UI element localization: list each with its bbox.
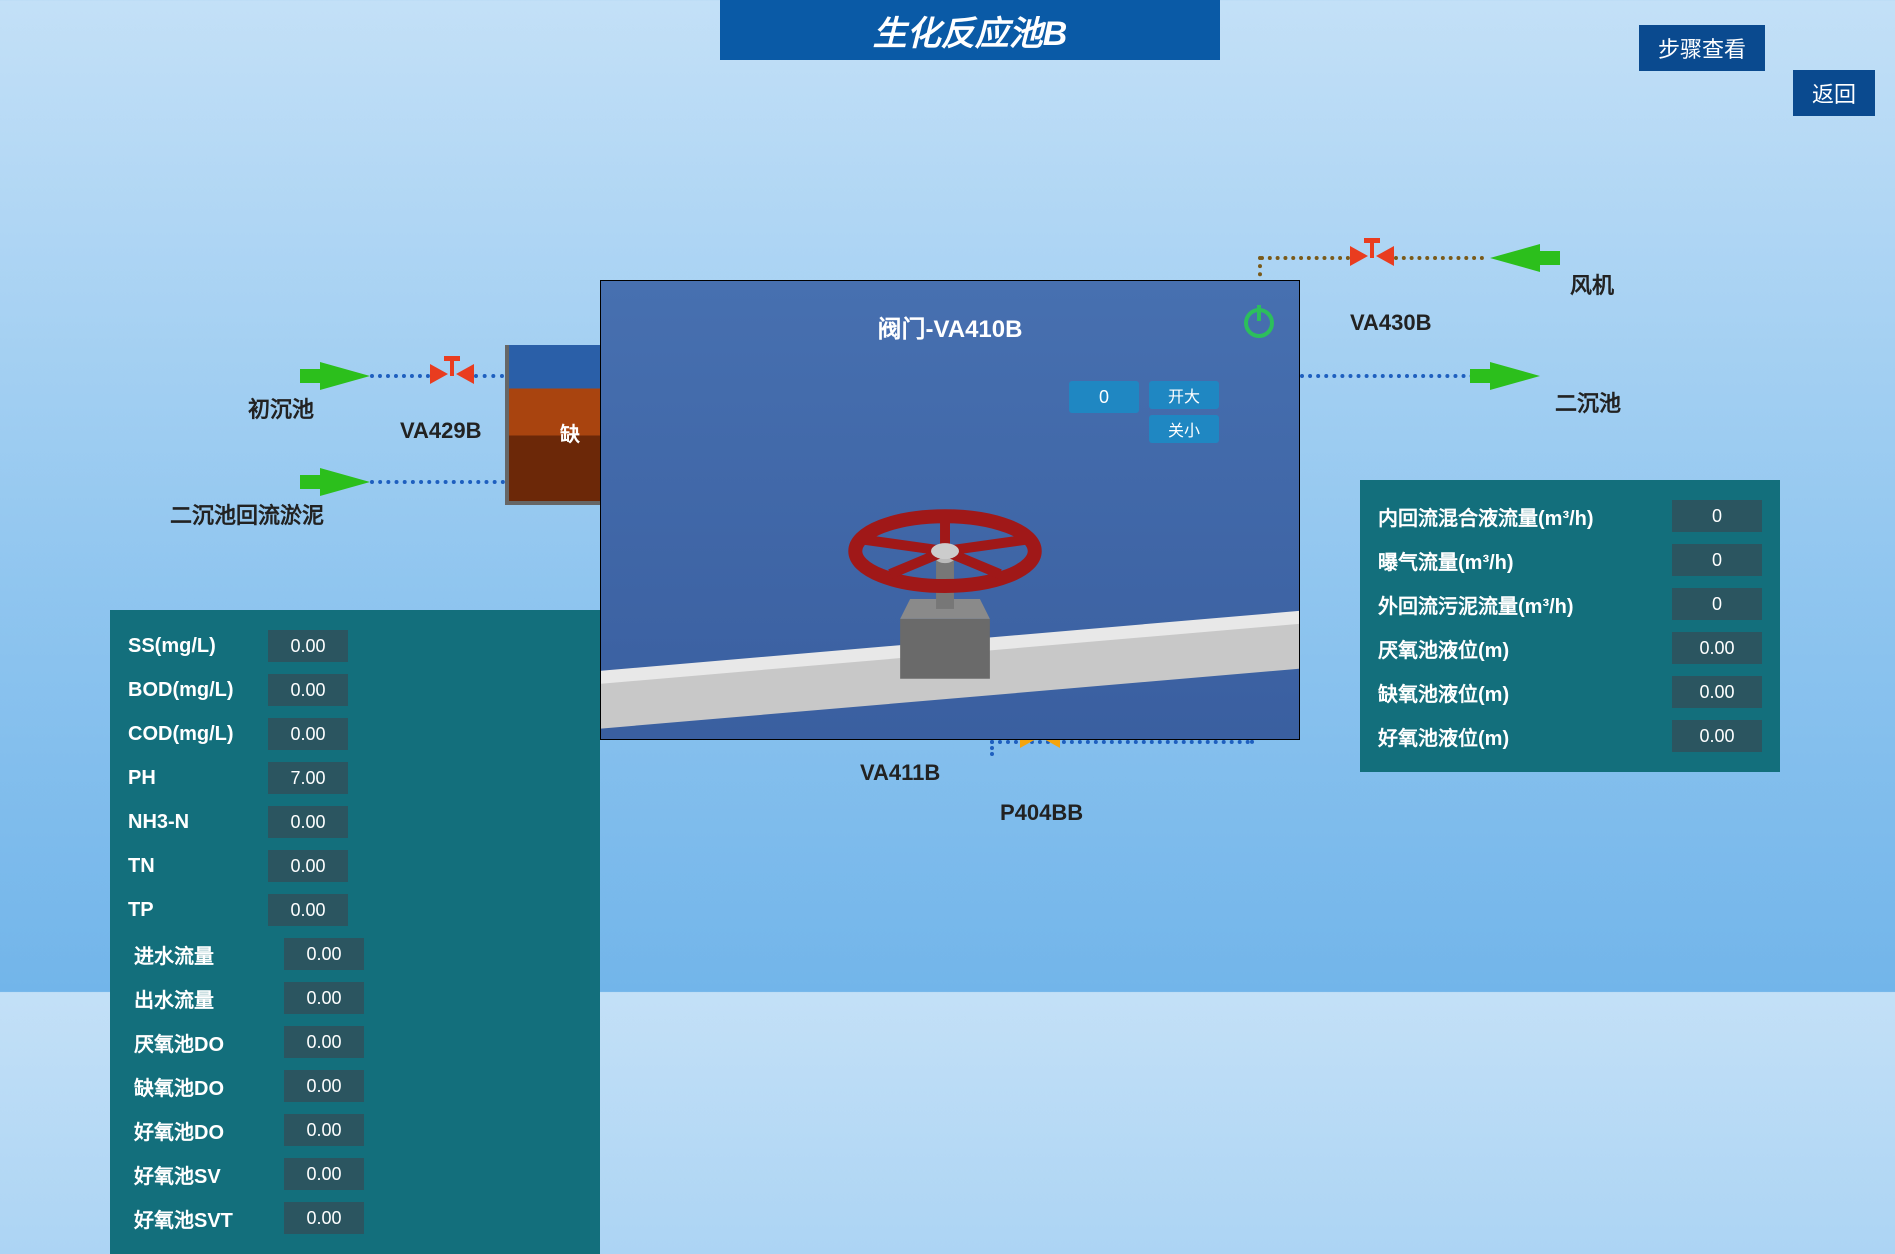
label-outlet: 二沉池 <box>1555 386 1621 418</box>
data-row: 缺氧池液位(m)0.00 <box>1378 670 1762 714</box>
arrow-inlet <box>320 362 370 390</box>
data-row: TP0.00 <box>128 888 348 932</box>
label-sludge: 二沉池回流淤泥 <box>170 498 324 530</box>
data-row: 厌氧池液位(m)0.00 <box>1378 626 1762 670</box>
param-label: 曝气流量(m³/h) <box>1378 546 1672 575</box>
param-value: 0.00 <box>1672 632 1762 664</box>
back-button[interactable]: 返回 <box>1793 70 1875 116</box>
data-row: 内回流混合液流量(m³/h)0 <box>1378 494 1762 538</box>
param-label: NH3-N <box>128 811 268 834</box>
param-value: 7.00 <box>268 762 348 794</box>
label-va429b: VA429B <box>400 418 482 444</box>
param-label: 好氧池液位(m) <box>1378 722 1672 751</box>
modal-title: 阀门-VA410B <box>601 309 1299 344</box>
param-value: 0.00 <box>268 850 348 882</box>
data-row: PH7.00 <box>128 756 348 800</box>
param-label: 进水流量 <box>134 940 284 969</box>
param-value: 0.00 <box>1672 720 1762 752</box>
param-value: 0.00 <box>268 806 348 838</box>
arrow-sludge <box>320 468 370 496</box>
tank <box>505 345 605 505</box>
param-value: 0.00 <box>284 1202 364 1234</box>
param-label: 外回流污泥流量(m³/h) <box>1378 590 1672 619</box>
data-row: 好氧池液位(m)0.00 <box>1378 714 1762 758</box>
pipe <box>474 374 504 378</box>
param-value: 0.00 <box>268 718 348 750</box>
modal-controls: 0 开大 关小 <box>1069 381 1219 443</box>
param-value: 0.00 <box>284 1158 364 1190</box>
param-label: 缺氧池DO <box>134 1072 284 1101</box>
pipe <box>370 374 430 378</box>
data-row: 好氧池DO0.00 <box>134 1108 364 1152</box>
pipe <box>370 480 505 484</box>
label-inlet: 初沉池 <box>248 392 314 424</box>
data-row: 好氧池SVT0.00 <box>134 1196 364 1240</box>
data-row: 好氧池SV0.00 <box>134 1152 364 1196</box>
data-row: 外回流污泥流量(m³/h)0 <box>1378 582 1762 626</box>
power-icon[interactable] <box>1239 301 1279 341</box>
param-value: 0 <box>1672 544 1762 576</box>
data-row: 出水流量0.00 <box>134 976 364 1020</box>
param-value: 0.00 <box>268 630 348 662</box>
param-label: 好氧池DO <box>134 1116 284 1145</box>
data-row: 进水流量0.00 <box>134 932 364 976</box>
valve-va430b-icon[interactable] <box>1350 238 1394 274</box>
open-valve-button[interactable]: 开大 <box>1149 381 1219 409</box>
param-label: 厌氧池DO <box>134 1028 284 1057</box>
param-value: 0.00 <box>284 1026 364 1058</box>
arrow-outlet <box>1490 362 1540 390</box>
param-value: 0.00 <box>268 894 348 926</box>
valve-modal: 阀门-VA410B 0 开大 关小 <box>600 280 1300 740</box>
param-value: 0.00 <box>1672 676 1762 708</box>
data-row: 缺氧池DO0.00 <box>134 1064 364 1108</box>
pipe <box>1300 374 1490 378</box>
param-value: 0 <box>1672 500 1762 532</box>
param-value: 0 <box>1672 588 1762 620</box>
param-label: 好氧池SVT <box>134 1204 284 1233</box>
data-row: COD(mg/L)0.00 <box>128 712 348 756</box>
label-fan: 风机 <box>1570 268 1614 300</box>
param-value: 0.00 <box>268 674 348 706</box>
param-label: TP <box>128 899 268 922</box>
param-label: 出水流量 <box>134 984 284 1013</box>
page-title: 生化反应池B <box>873 6 1068 55</box>
pipe-air <box>1394 256 1484 260</box>
valve-3d-icon <box>601 439 1299 739</box>
data-row: NH3-N0.00 <box>128 800 348 844</box>
steps-button[interactable]: 步骤查看 <box>1639 25 1765 71</box>
param-value: 0.00 <box>284 1070 364 1102</box>
param-value: 0.00 <box>284 982 364 1014</box>
data-row: TN0.00 <box>128 844 348 888</box>
param-label: 内回流混合液流量(m³/h) <box>1378 502 1672 531</box>
title-bar: 生化反应池B <box>720 0 1220 60</box>
param-label: PH <box>128 767 268 790</box>
label-p404bb: P404BB <box>1000 800 1083 826</box>
pipe <box>990 740 994 756</box>
data-row: BOD(mg/L)0.00 <box>128 668 348 712</box>
data-row: 曝气流量(m³/h)0 <box>1378 538 1762 582</box>
modal-value: 0 <box>1069 381 1139 413</box>
param-value: 0.00 <box>284 938 364 970</box>
label-va411b: VA411B <box>860 760 940 786</box>
pipe-air <box>1260 256 1350 260</box>
tank-label: 缺 <box>560 418 580 447</box>
data-row: SS(mg/L)0.00 <box>128 624 348 668</box>
param-label: 好氧池SV <box>134 1160 284 1189</box>
left-data-panel: SS(mg/L)0.00BOD(mg/L)0.00COD(mg/L)0.00PH… <box>110 610 600 1254</box>
param-label: TN <box>128 855 268 878</box>
right-data-panel: 内回流混合液流量(m³/h)0曝气流量(m³/h)0外回流污泥流量(m³/h)0… <box>1360 480 1780 772</box>
param-label: 厌氧池液位(m) <box>1378 634 1672 663</box>
param-label: COD(mg/L) <box>128 723 268 746</box>
valve-va429b-icon[interactable] <box>430 356 474 392</box>
param-label: 缺氧池液位(m) <box>1378 678 1672 707</box>
label-va430b: VA430B <box>1350 310 1432 336</box>
param-value: 0.00 <box>284 1114 364 1146</box>
data-row: 厌氧池DO0.00 <box>134 1020 364 1064</box>
param-label: SS(mg/L) <box>128 635 268 658</box>
arrow-fan <box>1490 244 1540 272</box>
param-label: BOD(mg/L) <box>128 679 268 702</box>
